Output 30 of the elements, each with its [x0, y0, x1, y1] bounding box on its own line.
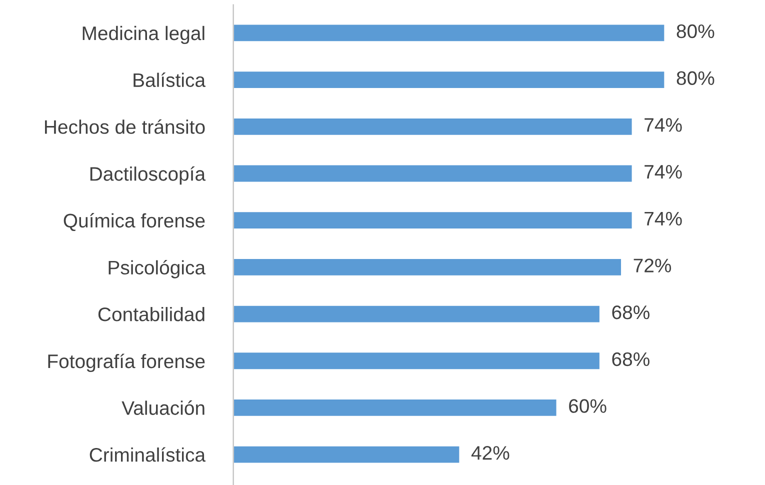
bar: [233, 23, 666, 43]
bar: [233, 398, 558, 418]
y-tick-label: Química forense: [64, 213, 205, 232]
y-tick-label: Criminalística: [90, 447, 206, 462]
y-tick-label: Psicológica: [108, 260, 206, 278]
bar: [233, 164, 634, 184]
bar: [233, 117, 634, 136]
data-label: 60%: [569, 399, 606, 413]
bar: [233, 210, 634, 230]
data-label: 72%: [634, 258, 672, 272]
y-tick-label: Contabilidad: [98, 306, 204, 322]
data-label: 42%: [471, 446, 510, 460]
bar: [233, 304, 601, 324]
y-tick-label: Medicina legal: [82, 26, 204, 44]
data-label: 74%: [644, 212, 682, 226]
bar: [233, 70, 666, 90]
data-label: 74%: [644, 118, 682, 132]
y-tick-label: Dactiloscopía: [90, 166, 206, 185]
bar: [233, 258, 622, 277]
y-tick-label: Hechos de tránsito: [45, 119, 205, 134]
data-label: 80%: [676, 24, 714, 38]
data-label: 68%: [612, 352, 650, 366]
data-label: 68%: [612, 305, 650, 320]
y-tick-label: Fotografía forense: [48, 354, 205, 372]
bar: [233, 351, 601, 370]
y-tick-label: Balística: [134, 72, 206, 88]
data-label: 80%: [676, 71, 714, 86]
y-tick-label: Valuación: [122, 400, 204, 415]
data-label: 74%: [644, 165, 682, 179]
bar: [233, 444, 461, 464]
